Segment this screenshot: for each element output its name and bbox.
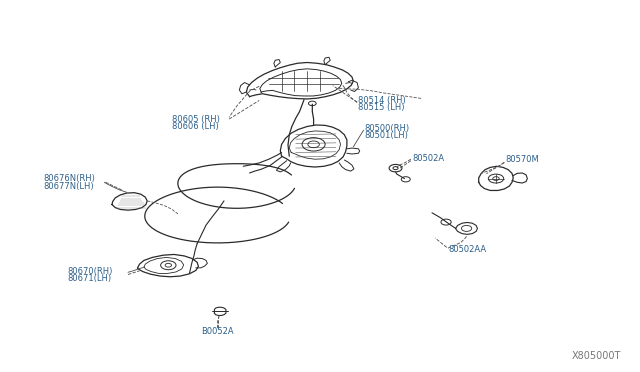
Text: 80676N(RH): 80676N(RH) xyxy=(44,174,95,183)
Text: 80501(LH): 80501(LH) xyxy=(365,131,409,140)
Text: 80515 (LH): 80515 (LH) xyxy=(358,103,405,112)
Text: 80605 (RH): 80605 (RH) xyxy=(172,115,220,124)
Text: 80677N(LH): 80677N(LH) xyxy=(44,182,94,190)
Text: 80514 (RH): 80514 (RH) xyxy=(358,96,406,105)
Text: 80671(LH): 80671(LH) xyxy=(67,275,111,283)
Text: 80502AA: 80502AA xyxy=(448,245,486,254)
Text: X805000T: X805000T xyxy=(572,351,621,361)
Text: 80606 (LH): 80606 (LH) xyxy=(172,122,218,131)
Text: 80670(RH): 80670(RH) xyxy=(67,267,113,276)
Text: B0052A: B0052A xyxy=(202,327,234,336)
Text: 80570M: 80570M xyxy=(506,155,540,164)
Text: 80502A: 80502A xyxy=(413,154,445,163)
Text: 80500(RH): 80500(RH) xyxy=(365,124,410,133)
